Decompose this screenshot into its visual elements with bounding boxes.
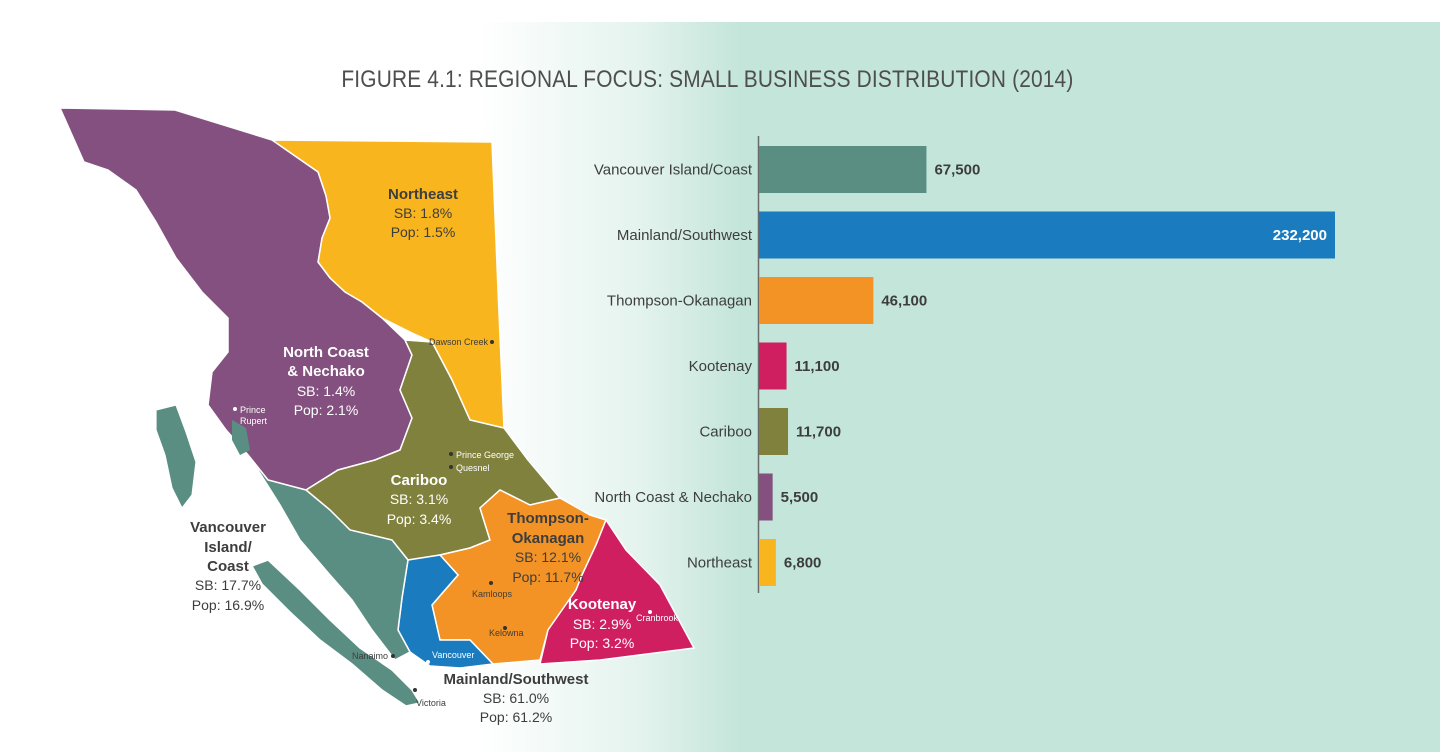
region-vancouver-coast [225,429,412,661]
bar-north-coast-nechako [759,473,773,521]
cariboo-sb: SB: 3.1% [390,491,448,507]
cariboo-label: Cariboo [391,472,448,489]
bar-thompson-okanagan [759,277,874,324]
thompson-label-1: Thompson- [507,510,589,527]
value-label-thompson-okanagan: 46,100 [881,293,927,310]
vancouver-island [250,559,422,707]
bar-northeast [759,539,776,586]
city-prince-george: Prince George [456,450,514,460]
city-dot-vancouver [426,660,430,664]
thompson-label-2: Okanagan [512,530,585,547]
value-label-vancouver-island-coast: 67,500 [934,162,980,179]
category-label-cariboo: Cariboo [699,424,752,441]
north-coast-sb: SB: 1.4% [297,383,355,399]
city-prince-rupert-2: Rupert [240,416,268,426]
city-victoria: Victoria [416,698,446,708]
city-cranbrook: Cranbrook [636,613,679,623]
kootenay-sb: SB: 2.9% [573,616,631,632]
city-nanaimo: Nanaimo [352,651,388,661]
vancouver-island-sb: SB: 17.7% [195,577,261,593]
northeast-sb: SB: 1.8% [394,205,452,221]
value-label-kootenay: 11,100 [795,358,840,375]
north-coast-label-1: North Coast [283,344,369,361]
category-label-north-coast-nechako: North Coast & Nechako [594,489,752,506]
city-dot-quesnel [449,465,453,469]
figure-title: FIGURE 4.1: REGIONAL FOCUS: SMALL BUSINE… [341,66,1074,93]
thompson-pop: Pop: 11.7% [512,569,583,585]
vancouver-island-label-1: Vancouver [190,519,266,536]
category-label-northeast: Northeast [687,555,753,572]
thompson-sb: SB: 12.1% [515,549,581,565]
coastal-island [232,420,250,455]
city-dot-kelowna [503,626,507,630]
vancouver-island-label-3: Coast [207,558,249,575]
category-label-mainland-southwest: Mainland/Southwest [617,227,753,244]
city-dot-nanaimo [391,654,395,658]
northeast-label: Northeast [388,186,458,203]
category-label-vancouver-island-coast: Vancouver Island/Coast [594,162,753,179]
city-dot-victoria [413,688,417,692]
haida-gwaii [155,404,197,510]
cariboo-pop: Pop: 3.4% [387,511,452,527]
city-dot-prince-rupert [233,407,237,411]
city-dot-kamloops [489,581,493,585]
value-label-north-coast-nechako: 5,500 [781,489,819,506]
city-kamloops: Kamloops [472,589,513,599]
northeast-pop: Pop: 1.5% [391,224,456,240]
city-prince-rupert-1: Prince [240,405,266,415]
city-vancouver: Vancouver [432,650,474,660]
city-dot-dawson-creek [490,340,494,344]
mainland-pop: Pop: 61.2% [480,709,552,725]
north-coast-pop: Pop: 2.1% [294,402,359,418]
value-label-mainland-southwest: 232,200 [1273,227,1327,244]
city-dot-cranbrook [648,610,652,614]
mainland-sb: SB: 61.0% [483,690,549,706]
kootenay-pop: Pop: 3.2% [570,635,635,651]
bar-vancouver-island-coast [759,146,927,193]
bar-cariboo [759,408,789,455]
category-label-kootenay: Kootenay [689,358,753,375]
bar-kootenay [759,342,787,390]
vancouver-island-pop: Pop: 16.9% [192,597,264,613]
region-kootenay [539,518,696,665]
city-quesnel: Quesnel [456,463,490,473]
vancouver-island-label-2: Island/ [204,539,252,556]
city-kelowna: Kelowna [489,628,524,638]
category-label-thompson-okanagan: Thompson-Okanagan [607,293,752,310]
city-dawson-creek: Dawson Creek [429,337,489,347]
value-label-cariboo: 11,700 [796,424,841,441]
north-coast-label-2: & Nechako [287,363,365,380]
value-label-northeast: 6,800 [784,555,822,572]
bar-mainland-southwest [759,211,1335,259]
city-dot-prince-george [449,452,453,456]
bc-region-map: Northeast SB: 1.8% Pop: 1.5% North Coast… [58,107,696,725]
kootenay-label: Kootenay [568,596,637,613]
mainland-label: Mainland/Southwest [443,671,588,688]
